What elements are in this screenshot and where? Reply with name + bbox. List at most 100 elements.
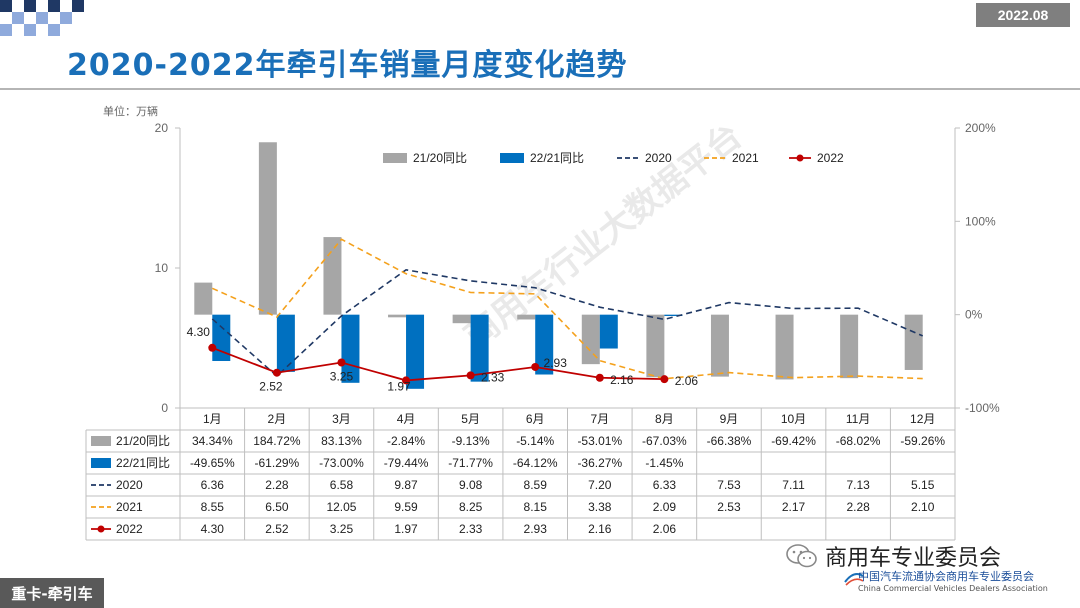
bar-21-20-yoy — [517, 314, 536, 320]
x-tick-label: 6月 — [526, 412, 545, 426]
right-tick-label: 200% — [965, 121, 996, 135]
checker-square — [60, 12, 72, 24]
bar-21-20-yoy — [775, 314, 794, 380]
legend-swatch-marker — [796, 154, 804, 162]
table-cell: -71.77% — [448, 456, 493, 470]
bar-21-20-yoy — [452, 314, 471, 324]
table-cell: 7.53 — [717, 478, 741, 492]
date-badge: 2022.08 — [976, 3, 1070, 27]
table-cell: 9.59 — [394, 500, 418, 514]
point-2022 — [272, 368, 281, 377]
table-cell: 2.06 — [653, 522, 677, 536]
table-cell: 7.13 — [846, 478, 870, 492]
x-tick-label: 11月 — [846, 412, 870, 426]
x-tick-label: 2月 — [268, 412, 287, 426]
checker-square — [0, 0, 12, 12]
table-row-label: 21/20同比 — [116, 434, 170, 448]
table-cell: 2.93 — [524, 522, 548, 536]
checker-square — [24, 24, 36, 36]
table-cell: -69.42% — [771, 434, 816, 448]
right-tick-label: -100% — [965, 401, 1000, 415]
association-cn: 中国汽车流通协会商用车专业委员会 — [858, 570, 1034, 583]
bar-22-21-yoy — [470, 314, 489, 382]
data-label-2022: 1.97 — [387, 379, 411, 393]
bar-21-20-yoy — [323, 237, 342, 315]
wechat-icon — [786, 544, 817, 568]
checker-square — [48, 0, 60, 12]
table-cell: 8.55 — [201, 500, 225, 514]
association-name: 中国汽车流通协会商用车专业委员会 China Commercial Vehicl… — [858, 568, 1048, 593]
data-label-2022: 2.52 — [259, 380, 283, 394]
table-cell: 2.53 — [717, 500, 741, 514]
bar-22-21-yoy — [406, 314, 425, 389]
legend-swatch — [383, 153, 407, 163]
x-tick-label: 1月 — [203, 412, 222, 426]
bar-21-20-yoy — [840, 314, 859, 379]
bar-21-20-yoy — [904, 314, 923, 370]
table-cell: 8.15 — [524, 500, 548, 514]
table-cell: -49.65% — [190, 456, 235, 470]
legend-label: 2021 — [732, 151, 759, 165]
table-cell: 9.08 — [459, 478, 483, 492]
table-row-label: 2020 — [116, 478, 143, 492]
table-cell: 3.38 — [588, 500, 612, 514]
table-row-label: 2021 — [116, 500, 143, 514]
point-2022 — [531, 362, 540, 371]
table-cell: 3.25 — [330, 522, 354, 536]
x-tick-label: 7月 — [590, 412, 609, 426]
table-cell: -2.84% — [387, 434, 425, 448]
data-label-2022: 2.06 — [675, 374, 699, 388]
table-legend-swatch — [91, 458, 111, 468]
right-tick-label: 0% — [965, 308, 983, 322]
x-tick-label: 12月 — [910, 412, 935, 426]
table-cell: -67.03% — [642, 434, 687, 448]
line-2022 — [211, 346, 665, 382]
table-cell: -5.14% — [516, 434, 554, 448]
table-cell: 2.16 — [588, 522, 612, 536]
checker-square — [0, 24, 12, 36]
checker-square — [72, 0, 84, 12]
association-en: China Commercial Vehicles Dealers Associ… — [858, 584, 1048, 593]
table-cell: 2.52 — [265, 522, 289, 536]
checker-decoration — [0, 0, 84, 36]
point-2022 — [208, 343, 217, 352]
table-cell: 6.36 — [201, 478, 225, 492]
table-cell: 2.28 — [846, 500, 870, 514]
table-cell: 2.28 — [265, 478, 289, 492]
point-2022 — [595, 373, 604, 382]
table-cell: 8.25 — [459, 500, 483, 514]
point-2022 — [466, 371, 475, 380]
table-cell: 6.50 — [265, 500, 289, 514]
table-cell: 4.30 — [201, 522, 225, 536]
legend-swatch — [500, 153, 524, 163]
data-label-2022: 2.33 — [481, 370, 505, 384]
table-cell: 83.13% — [321, 434, 362, 448]
table-cell: 8.59 — [524, 478, 548, 492]
bar-21-20-yoy — [646, 314, 665, 378]
line-2021 — [211, 238, 923, 380]
bar-22-21-yoy — [535, 314, 554, 375]
left-tick-label: 0 — [161, 401, 168, 415]
right-tick-label: 100% — [965, 214, 996, 228]
legend-label: 2022 — [817, 151, 844, 165]
legend-label: 21/20同比 — [413, 151, 467, 165]
table-cell: -9.13% — [452, 434, 490, 448]
data-label-2022: 4.30 — [187, 325, 211, 339]
table-cell: -64.12% — [513, 456, 558, 470]
x-tick-label: 3月 — [332, 412, 351, 426]
wechat-account: 商用车专业委员会 — [785, 540, 1001, 572]
table-cell: -68.02% — [836, 434, 881, 448]
table-cell: 2.17 — [782, 500, 806, 514]
x-tick-label: 9月 — [720, 412, 739, 426]
x-tick-label: 8月 — [655, 412, 674, 426]
table-legend-swatch — [91, 436, 111, 446]
table-cell: 5.15 — [911, 478, 935, 492]
table-row-label: 22/21同比 — [116, 456, 170, 470]
bar-21-20-yoy — [581, 314, 600, 365]
bar-21-20-yoy — [258, 142, 277, 315]
table-cell: -1.45% — [645, 456, 683, 470]
table-cell: -36.27% — [577, 456, 622, 470]
data-label-2022: 2.93 — [544, 356, 568, 370]
data-label-2022: 3.25 — [330, 370, 354, 384]
